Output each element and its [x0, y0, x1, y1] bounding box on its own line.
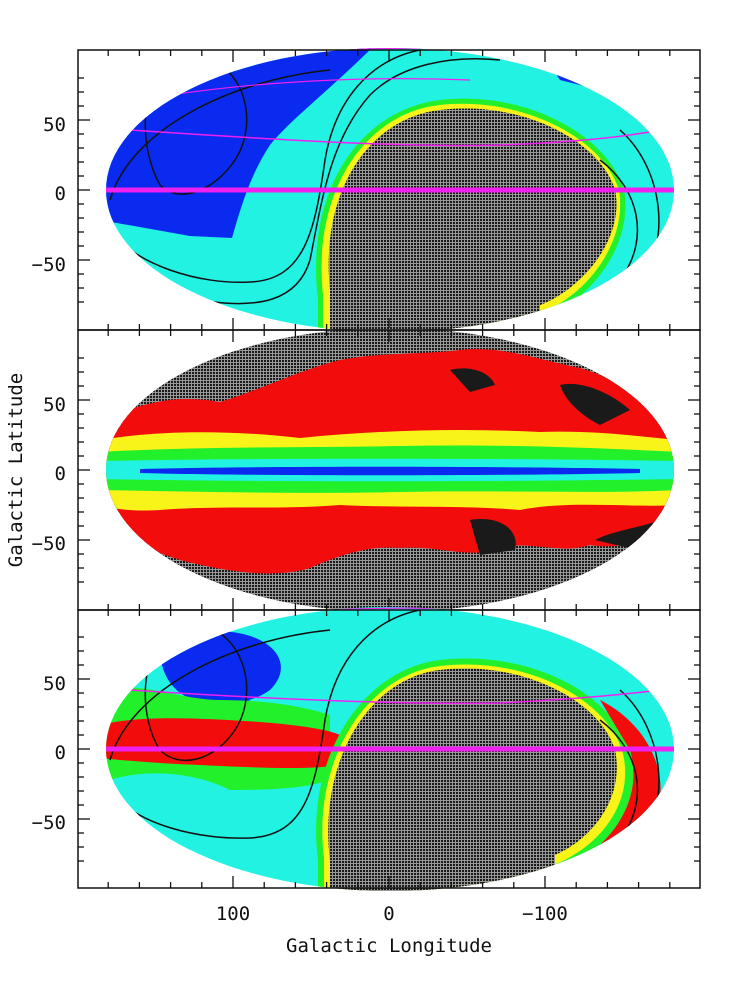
panel-2-ytick-label: 50 — [43, 394, 66, 416]
panel-1-sky-map — [106, 48, 674, 332]
panel-2: 50 0 −50 — [32, 328, 701, 612]
panel-3-sky-map — [106, 607, 674, 891]
panel-2-ytick-label: 0 — [55, 463, 66, 485]
panel-1-ytick-label: 0 — [55, 183, 66, 205]
panel-3-ticks — [78, 610, 700, 888]
xtick-label: −100 — [522, 903, 568, 925]
x-axis-title: Galactic Longitude — [286, 935, 492, 957]
panel-1-ticks — [78, 50, 700, 330]
panel-3-ytick-label: −50 — [32, 812, 66, 834]
panel-2-sky-map — [106, 328, 674, 612]
panel-3-ytick-label: 50 — [43, 673, 66, 695]
y-axis-title: Galactic Latitude — [5, 373, 27, 567]
panel-2-ticks — [78, 330, 700, 610]
panel-1-ytick-label: −50 — [32, 254, 66, 276]
panel-1-ytick-label: 50 — [43, 114, 66, 136]
xtick-label: 0 — [383, 903, 394, 925]
panel-1: 50 0 −50 — [32, 48, 701, 332]
panel-3-ytick-label: 0 — [55, 742, 66, 764]
panel-3: 50 0 −50 100 0 −100 — [32, 607, 701, 925]
xtick-label: 100 — [216, 903, 250, 925]
panel-2-ytick-label: −50 — [32, 533, 66, 555]
